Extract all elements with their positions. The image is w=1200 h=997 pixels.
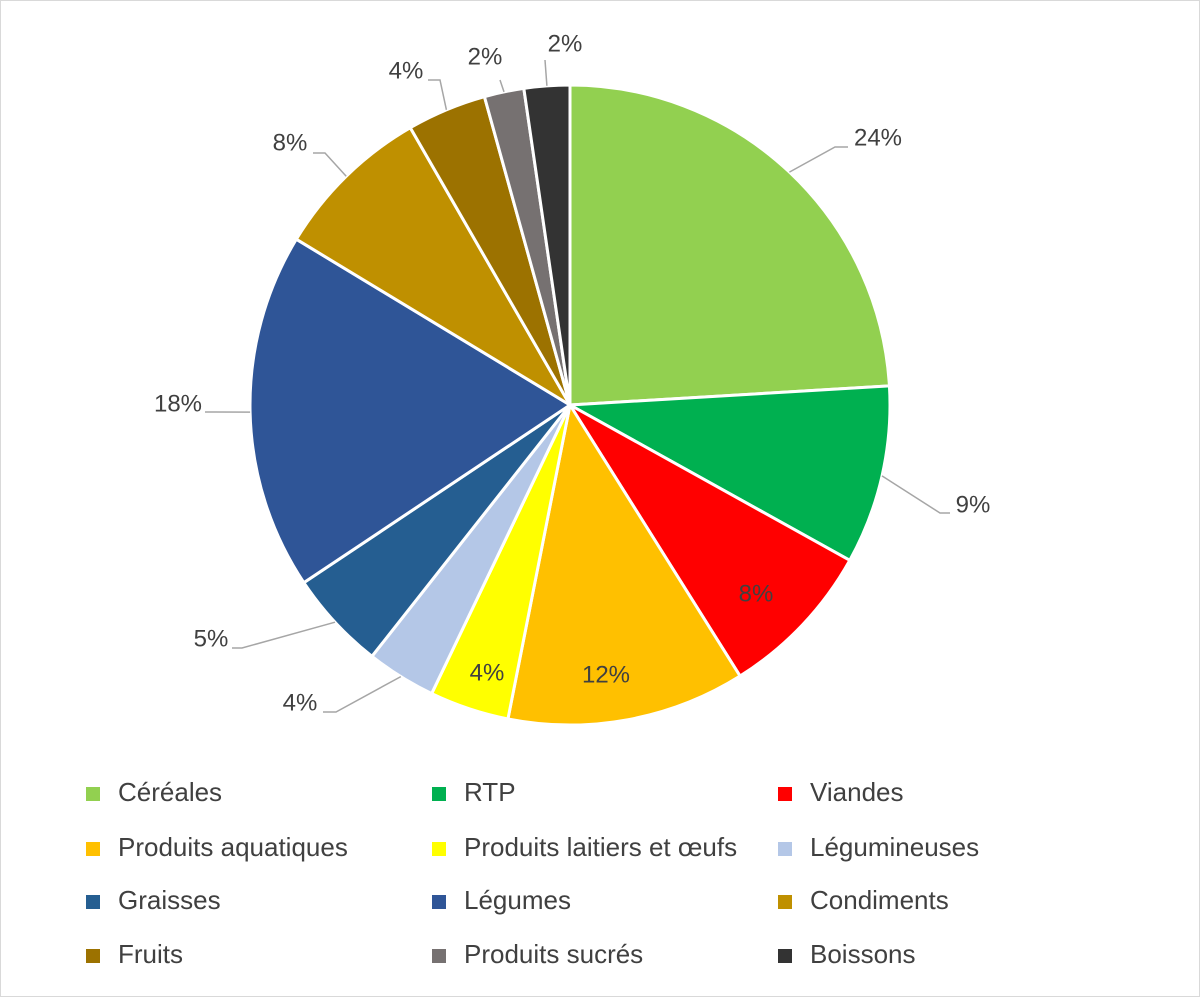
leader-line-condiments (313, 152, 347, 177)
data-label-rtp: 9% (956, 491, 991, 518)
legend-label-condiments: Condiments (810, 885, 949, 915)
leader-line-rtp (881, 475, 950, 514)
legend-label-produits-sucres: Produits sucrés (464, 939, 643, 969)
data-label-cereales: 24% (854, 124, 902, 151)
data-label-fruits: 4% (389, 57, 424, 84)
pie-slice-condiments (294, 125, 572, 407)
legend-swatch-rtp (432, 787, 446, 801)
legend-swatch-viandes (778, 787, 792, 801)
legend-label-legumes: Légumes (464, 885, 571, 915)
legend-swatch-legumineuses (778, 842, 792, 856)
legend-swatch-legumes (432, 895, 446, 909)
legend-label-rtp: RTP (464, 777, 516, 807)
data-label-graisses: 5% (194, 625, 229, 652)
legend-swatch-condiments (778, 895, 792, 909)
legend-swatch-produits-sucres (432, 949, 446, 963)
pie-slice-legumes (248, 237, 573, 585)
data-label-condiments: 8% (273, 129, 308, 156)
leader-line-graisses (232, 621, 336, 649)
leader-line-cereales (789, 146, 848, 173)
legend-swatch-boissons (778, 949, 792, 963)
pie-slice-produits-aquatiques (506, 401, 743, 727)
data-labels: 24% 9% 8% 12% 4% 4% 5% 18% 8% 4% 2% 2% (154, 30, 990, 716)
legend-swatch-graisses (86, 895, 100, 909)
leader-line-boissons (544, 59, 548, 86)
pie-slice-cereales (568, 83, 892, 407)
legend-label-fruits: Fruits (118, 939, 183, 969)
legend: Céréales RTP Viandes Produits aquatiques Pro… (86, 777, 979, 969)
leader-line-fruits (428, 79, 448, 110)
leader-line-produits-sucres (499, 79, 505, 93)
data-label-viandes: 8% (739, 580, 774, 607)
legend-swatch-fruits (86, 949, 100, 963)
pie-slices (248, 83, 892, 727)
pie-slice-rtp (564, 384, 892, 563)
leader-line-legumineuses (323, 675, 402, 713)
data-label-produits-laitiers-et-oeufs: 4% (470, 659, 505, 686)
pie-slice-viandes (568, 403, 852, 679)
data-label-legumes: 18% (154, 390, 202, 417)
legend-label-viandes: Viandes (810, 777, 904, 807)
legend-label-legumineuses: Légumineuses (810, 832, 979, 862)
data-label-legumineuses: 4% (283, 689, 318, 716)
legend-label-cereales: Céréales (118, 777, 222, 807)
leader-lines (205, 59, 950, 713)
legend-swatch-cereales (86, 787, 100, 801)
legend-swatch-produits-laitiers-et-oeufs (432, 842, 446, 856)
legend-swatch-produits-aquatiques (86, 842, 100, 856)
legend-label-produits-aquatiques: Produits aquatiques (118, 832, 348, 862)
pie-slice-boissons (522, 83, 572, 406)
legend-label-boissons: Boissons (810, 939, 916, 969)
data-label-produits-sucres: 2% (468, 43, 503, 70)
legend-label-produits-laitiers-et-oeufs: Produits laitiers et œufs (464, 832, 737, 862)
data-label-produits-aquatiques: 12% (582, 661, 630, 688)
data-label-boissons: 2% (548, 30, 583, 57)
legend-label-graisses: Graisses (118, 885, 221, 915)
